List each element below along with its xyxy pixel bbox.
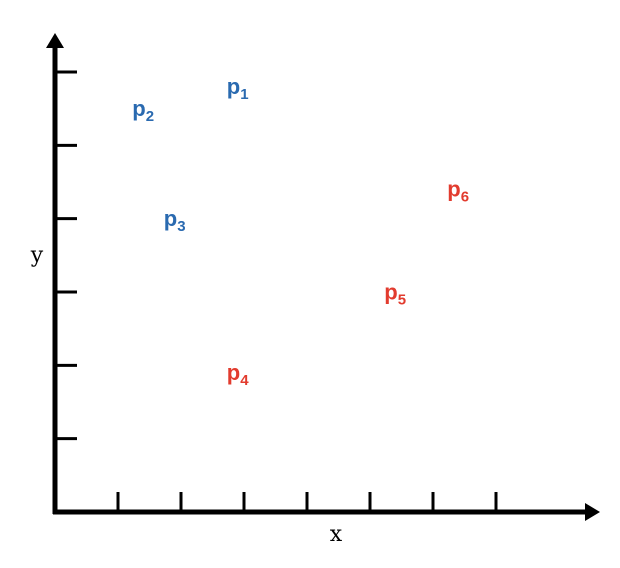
point-label-p2: p2 bbox=[132, 96, 154, 125]
y-axis-ticks bbox=[55, 70, 77, 441]
point-label-letter: p bbox=[447, 177, 460, 202]
point-label-p5: p5 bbox=[384, 279, 406, 308]
point-label-subscript: 1 bbox=[240, 86, 248, 103]
x-axis-ticks bbox=[116, 492, 498, 512]
point-label-letter: p bbox=[164, 206, 177, 231]
x-axis-arrowhead bbox=[585, 503, 600, 521]
point-label-p1: p1 bbox=[227, 74, 249, 103]
point-label-subscript: 6 bbox=[461, 189, 469, 206]
point-label-letter: p bbox=[132, 96, 145, 121]
point-label-subscript: 4 bbox=[240, 372, 249, 389]
y-axis-label: y bbox=[30, 243, 44, 268]
point-label-letter: p bbox=[227, 74, 240, 99]
point-label-subscript: 5 bbox=[398, 291, 406, 308]
point-label-letter: p bbox=[384, 279, 397, 304]
point-label-subscript: 2 bbox=[146, 108, 154, 125]
point-label-letter: p bbox=[227, 360, 240, 385]
x-axis-label: x bbox=[330, 522, 343, 547]
point-label-p3: p3 bbox=[164, 206, 186, 235]
y-axis-arrowhead bbox=[46, 33, 64, 48]
point-label-p4: p4 bbox=[227, 360, 249, 389]
point-label-subscript: 3 bbox=[177, 218, 185, 235]
point-label-p6: p6 bbox=[447, 177, 469, 206]
